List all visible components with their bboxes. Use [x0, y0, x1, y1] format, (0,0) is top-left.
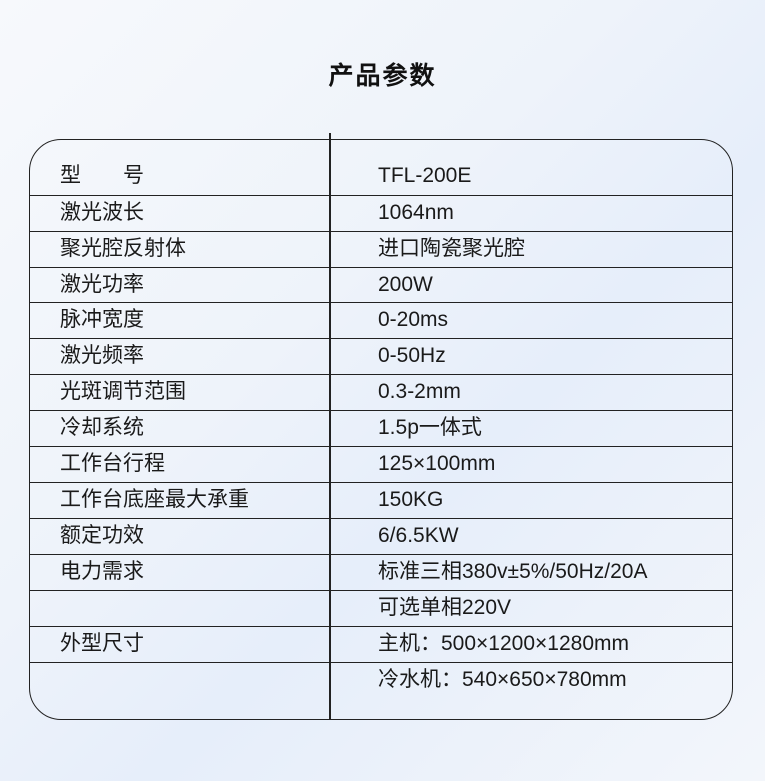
- table-row: 冷却系统 1.5p一体式: [30, 410, 732, 447]
- table-row: 工作台行程 125×100mm: [30, 446, 732, 483]
- table-row: 工作台底座最大承重 150KG: [30, 482, 732, 519]
- spec-label: 光斑调节范围: [60, 380, 186, 403]
- table-row: 激光频率 0-50Hz: [30, 338, 732, 375]
- table-row: 脉冲宽度 0-20ms: [30, 302, 732, 339]
- spec-value: 0.3-2mm: [378, 380, 461, 403]
- spec-label: 电力需求: [60, 560, 144, 583]
- spec-label: 脉冲宽度: [60, 308, 144, 331]
- table-row: 冷水机：540×650×780mm: [30, 662, 732, 720]
- spec-value: 主机：500×1200×1280mm: [378, 632, 629, 655]
- spec-label: 激光功率: [60, 273, 144, 296]
- spec-value: 可选单相220V: [378, 596, 512, 619]
- spec-value: 标准三相380v±5%/50Hz/20A: [378, 560, 648, 583]
- spec-value: 6/6.5KW: [378, 524, 459, 547]
- spec-value: 冷水机：540×650×780mm: [378, 668, 627, 691]
- spec-value: 150KG: [378, 488, 444, 511]
- spec-value: 0-20ms: [378, 308, 449, 331]
- spec-label: 型 号: [60, 164, 144, 187]
- table-row: 激光功率 200W: [30, 267, 732, 303]
- spec-value: 进口陶瓷聚光腔: [378, 237, 525, 260]
- column-divider: [329, 133, 331, 720]
- spec-value: 1064nm: [378, 201, 454, 224]
- spec-label: 额定功效: [60, 524, 144, 547]
- spec-value: 200W: [378, 273, 433, 296]
- spec-label: 冷却系统: [60, 416, 144, 439]
- table-row: 型 号 TFL-200E: [30, 139, 732, 196]
- table-row: 外型尺寸 主机：500×1200×1280mm: [30, 626, 732, 663]
- table-row: 光斑调节范围 0.3-2mm: [30, 374, 732, 411]
- table-row: 电力需求 标准三相380v±5%/50Hz/20A: [30, 554, 732, 591]
- spec-label: 工作台行程: [60, 452, 165, 475]
- table-row: 可选单相220V: [30, 590, 732, 627]
- spec-value: TFL-200E: [378, 164, 472, 187]
- spec-label: 工作台底座最大承重: [60, 488, 249, 511]
- spec-label: 激光频率: [60, 344, 144, 367]
- spec-value: 0-50Hz: [378, 344, 446, 367]
- spec-label: 外型尺寸: [60, 632, 144, 655]
- table-row: 聚光腔反射体 进口陶瓷聚光腔: [30, 231, 732, 268]
- table-row: 激光波长 1064nm: [30, 195, 732, 232]
- spec-value: 1.5p一体式: [378, 416, 482, 439]
- spec-value: 125×100mm: [378, 452, 496, 475]
- table-row: 额定功效 6/6.5KW: [30, 518, 732, 555]
- spec-label: 聚光腔反射体: [60, 237, 186, 260]
- page-title: 产品参数: [328, 62, 437, 90]
- spec-table: [29, 139, 733, 720]
- spec-label: 激光波长: [60, 201, 144, 224]
